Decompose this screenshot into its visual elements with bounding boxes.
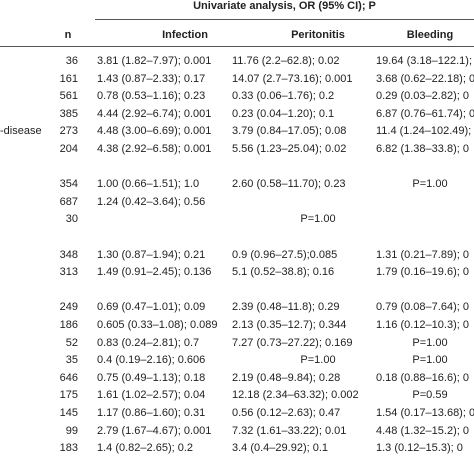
n-cell: 249 <box>59 301 78 314</box>
cell: 0.33 (0.06–1.76); 0.2 <box>232 90 335 103</box>
cell: 11.76 (2.2–62.8); 0.02 <box>232 55 340 67</box>
cell: 11.4 (1.24–102.49); <box>376 125 472 138</box>
cell: 1.16 (0.12–10.3); 0 <box>376 319 469 331</box>
cell: 1.00 (0.66–1.51); 1.0 <box>97 178 200 191</box>
cell: 1.43 (0.87–2.33); 0.17 <box>97 72 206 85</box>
cell: 14.07 (2.7–73.16); 0.001 <box>232 72 353 85</box>
n-cell: 646 <box>59 371 78 384</box>
cell: 2.60 (0.58–11.70); 0.23 <box>232 178 346 191</box>
cell: 0.83 (0.24–2.81); 0.7 <box>97 336 200 349</box>
n-cell: 52 <box>65 336 78 349</box>
cell: 4.44 (2.92–6.74); 0.001 <box>97 107 212 120</box>
n-cell: 385 <box>59 107 78 120</box>
n-cell: 183 <box>59 442 78 455</box>
cell: 5.1 (0.52–38.8); 0.16 <box>232 266 335 279</box>
cell: 0.79 (0.08–7.64); 0 <box>376 301 469 314</box>
cell: 2.79 (1.67–4.67); 0.001 <box>97 424 212 437</box>
cell: 0.78 (0.53–1.16); 0.23 <box>97 90 206 103</box>
title-rule <box>95 19 474 20</box>
row-label: -disease <box>0 125 42 138</box>
n-cell: 175 <box>59 389 78 402</box>
n-cell: 687 <box>59 195 78 208</box>
column-header: n <box>64 29 72 41</box>
n-cell: 313 <box>59 266 78 279</box>
n-cell: 348 <box>59 248 78 261</box>
cell: P=1.00 <box>412 336 448 349</box>
cell: 3.68 (0.62–22.18); 0 <box>376 72 474 85</box>
cell: 19.64 (3.18–122.1); 0 <box>376 55 474 67</box>
cell: P=1.00 <box>412 354 448 367</box>
n-cell: 273 <box>59 125 78 138</box>
n-cell: 354 <box>59 178 78 191</box>
cell: 2.13 (0.35–12.7); 0.344 <box>232 319 347 331</box>
cell: 1.4 (0.82–2.65); 0.2 <box>97 442 194 455</box>
cell: 6.82 (1.38–33.8); 0 <box>376 143 469 155</box>
cell: 3.79 (0.84–17.05); 0.08 <box>232 125 347 138</box>
n-cell: 99 <box>65 424 78 437</box>
cell: 4.48 (3.00–6.69); 0.001 <box>97 125 212 138</box>
cell: P=0.59 <box>412 389 448 402</box>
cell: 0.605 (0.33–1.08); 0.089 <box>97 319 218 331</box>
cell: 6.87 (0.76–61.74); 0 <box>376 107 474 120</box>
n-cell: 186 <box>59 319 78 331</box>
cell: 1.3 (0.12–15.3); 0 <box>376 442 463 455</box>
cell: 0.18 (0.88–16.6); 0 <box>376 371 469 384</box>
header-rule <box>0 46 474 47</box>
column-header: Peritonitis <box>291 29 345 41</box>
n-cell: 145 <box>59 407 78 419</box>
cell: 0.29 (0.03–2.82); 0 <box>376 90 469 103</box>
cell: 4.48 (1.32–15.2); 0 <box>376 424 469 437</box>
cell: 1.61 (1.02–2.57); 0.04 <box>97 389 206 402</box>
cell: 0.9 (0.96–27.5);0.085 <box>232 248 338 261</box>
cell: 0.75 (0.49–1.13); 0.18 <box>97 371 206 384</box>
column-header: Bleeding <box>406 29 454 41</box>
cell: P=1.00 <box>300 213 336 226</box>
cell: 2.39 (0.48–11.8); 0.29 <box>232 301 340 314</box>
cell: 1.79 (0.16–19.6); 0 <box>376 266 469 279</box>
cell: 3.81 (1.82–7.97); 0.001 <box>97 55 212 67</box>
n-cell: 161 <box>59 72 78 85</box>
cell: 7.27 (0.73–27.22); 0.169 <box>232 336 353 349</box>
cell: 1.30 (0.87–1.94); 0.21 <box>97 248 206 261</box>
cell: 7.32 (1.61–33.22); 0.01 <box>232 424 347 437</box>
n-cell: 35 <box>65 354 78 367</box>
cell: 5.56 (1.23–25.04); 0.02 <box>232 143 347 155</box>
cell: 0.23 (0.04–1.20); 0.1 <box>232 107 335 120</box>
n-cell: 30 <box>65 213 78 226</box>
n-cell: 36 <box>65 55 78 67</box>
column-header: Infection <box>162 29 208 41</box>
cell: 2.19 (0.48–9.84); 0.28 <box>232 371 341 384</box>
cell: 3.4 (0.4–29.92); 0.1 <box>232 442 329 455</box>
cell: P=1.00 <box>300 354 336 367</box>
cell: 0.69 (0.47–1.01); 0.09 <box>97 301 206 314</box>
cell: 0.56 (0.12–2.63); 0.47 <box>232 407 341 419</box>
cell: 0.4 (0.19–2.16); 0.606 <box>97 354 206 367</box>
cell: 1.31 (0.21–7.89); 0 <box>376 248 469 261</box>
cell: 4.38 (2.92–6.58); 0.001 <box>97 143 212 155</box>
cell: 1.24 (0.42–3.64); 0.56 <box>97 195 206 208</box>
cell: 1.17 (0.86–1.60); 0.31 <box>97 407 206 419</box>
table-title: Univariate analysis, OR (95% CI); P <box>193 0 376 12</box>
cell: 1.54 (0.17–13.68); 0 <box>376 407 474 419</box>
n-cell: 561 <box>59 90 78 103</box>
cell: P=1.00 <box>412 178 448 191</box>
cell: 1.49 (0.91–2.45); 0.136 <box>97 266 212 279</box>
cell: 12.18 (2.34–63.32); 0.002 <box>232 389 359 402</box>
n-cell: 204 <box>59 143 78 155</box>
